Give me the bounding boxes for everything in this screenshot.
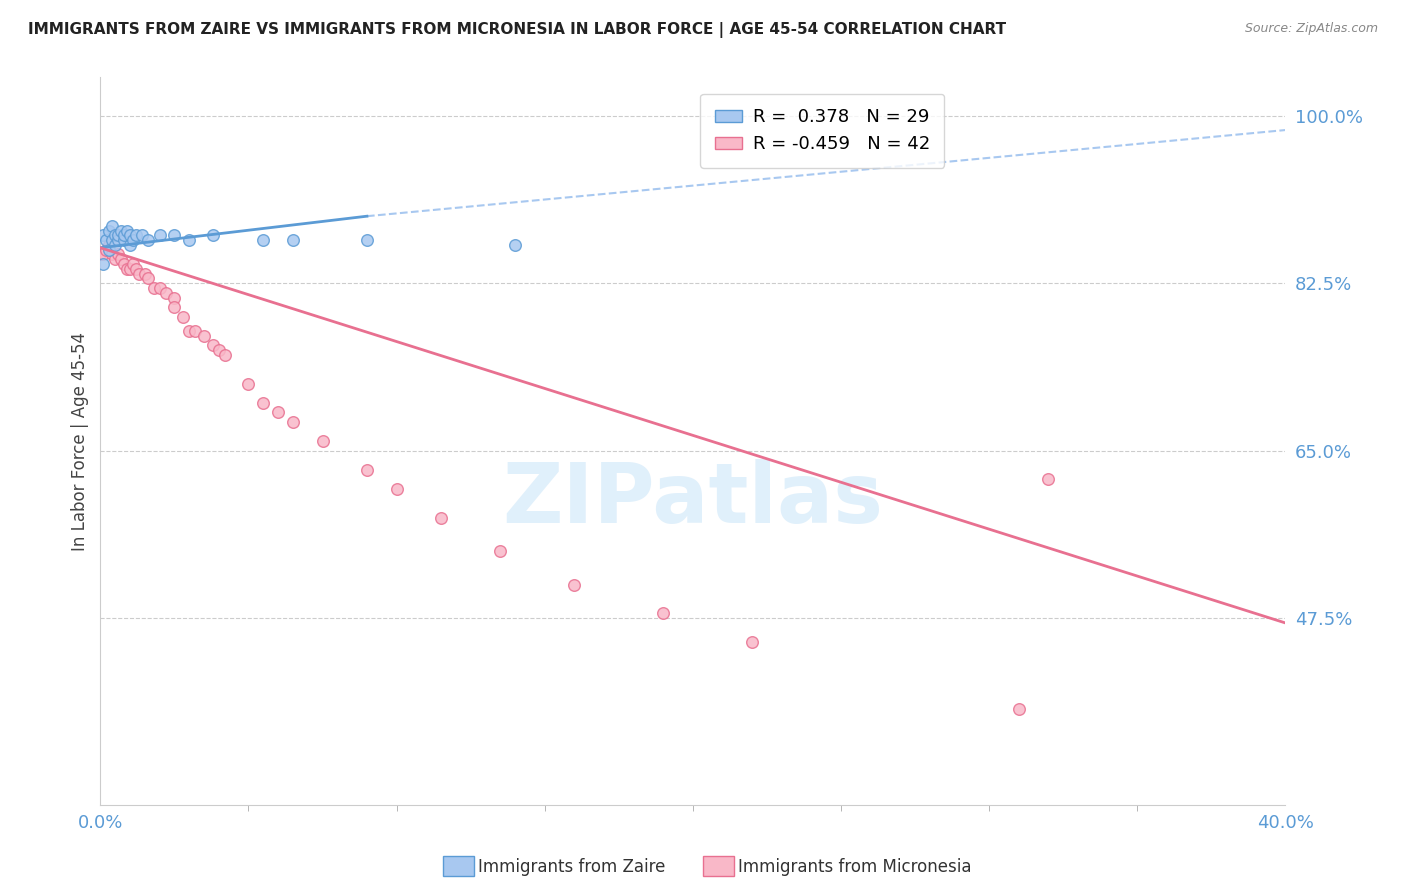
Point [101, 233, 124, 247]
Point [155, 285, 177, 300]
Point [118, 228, 141, 243]
Point [163, 228, 186, 243]
Point [503, 238, 526, 252]
Point [267, 405, 290, 419]
Point [252, 233, 274, 247]
Point [107, 228, 129, 243]
Point [101, 247, 124, 261]
Point [91, 228, 114, 243]
Point [385, 482, 408, 496]
Text: Immigrants from Zaire: Immigrants from Zaire [478, 858, 665, 876]
Point [110, 252, 132, 267]
Point [201, 338, 224, 352]
Point [562, 577, 585, 591]
Point [107, 247, 129, 261]
Point [96, 243, 118, 257]
Point [115, 261, 138, 276]
Point [136, 233, 159, 247]
Point [112, 257, 135, 271]
Text: IMMIGRANTS FROM ZAIRE VS IMMIGRANTS FROM MICRONESIA IN LABOR FORCE | AGE 45-54 C: IMMIGRANTS FROM ZAIRE VS IMMIGRANTS FROM… [28, 22, 1007, 38]
Point [208, 343, 231, 358]
Point [163, 300, 186, 314]
Point [1007, 702, 1029, 716]
Point [89, 247, 111, 261]
Point [179, 233, 201, 247]
Y-axis label: In Labor Force | Age 45-54: In Labor Force | Age 45-54 [72, 332, 89, 550]
Point [163, 291, 186, 305]
Point [311, 434, 333, 448]
Point [149, 281, 172, 295]
Point [104, 252, 127, 267]
Point [107, 233, 129, 247]
Point [489, 544, 512, 558]
Point [98, 223, 121, 237]
Point [172, 310, 194, 324]
Point [184, 324, 207, 338]
Text: ZIPatlas: ZIPatlas [502, 458, 883, 540]
Point [214, 348, 236, 362]
Point [281, 415, 304, 429]
Text: Source: ZipAtlas.com: Source: ZipAtlas.com [1244, 22, 1378, 36]
Point [281, 233, 304, 247]
Point [193, 328, 215, 343]
Point [356, 463, 378, 477]
Point [115, 223, 138, 237]
Point [91, 257, 114, 271]
Point [652, 607, 675, 621]
Point [110, 223, 132, 237]
Point [125, 261, 148, 276]
Point [104, 228, 127, 243]
Point [96, 233, 118, 247]
Point [356, 233, 378, 247]
Point [1038, 472, 1060, 486]
Point [252, 396, 274, 410]
Text: Immigrants from Micronesia: Immigrants from Micronesia [738, 858, 972, 876]
Point [118, 261, 141, 276]
Point [149, 228, 172, 243]
Point [179, 324, 201, 338]
Point [118, 238, 141, 252]
Point [201, 228, 224, 243]
Point [430, 510, 453, 524]
Point [101, 219, 124, 233]
Point [741, 635, 763, 649]
Point [128, 267, 150, 281]
Point [112, 233, 135, 247]
Legend: R =  0.378   N = 29, R = -0.459   N = 42: R = 0.378 N = 29, R = -0.459 N = 42 [700, 94, 945, 168]
Point [142, 281, 165, 295]
Point [112, 228, 135, 243]
Point [91, 247, 114, 261]
Point [98, 243, 121, 257]
Point [98, 238, 121, 252]
Point [134, 267, 156, 281]
Point [238, 376, 260, 391]
Point [136, 271, 159, 285]
Point [122, 257, 145, 271]
Point [131, 228, 153, 243]
Point [104, 238, 127, 252]
Point [125, 228, 148, 243]
Point [122, 233, 145, 247]
